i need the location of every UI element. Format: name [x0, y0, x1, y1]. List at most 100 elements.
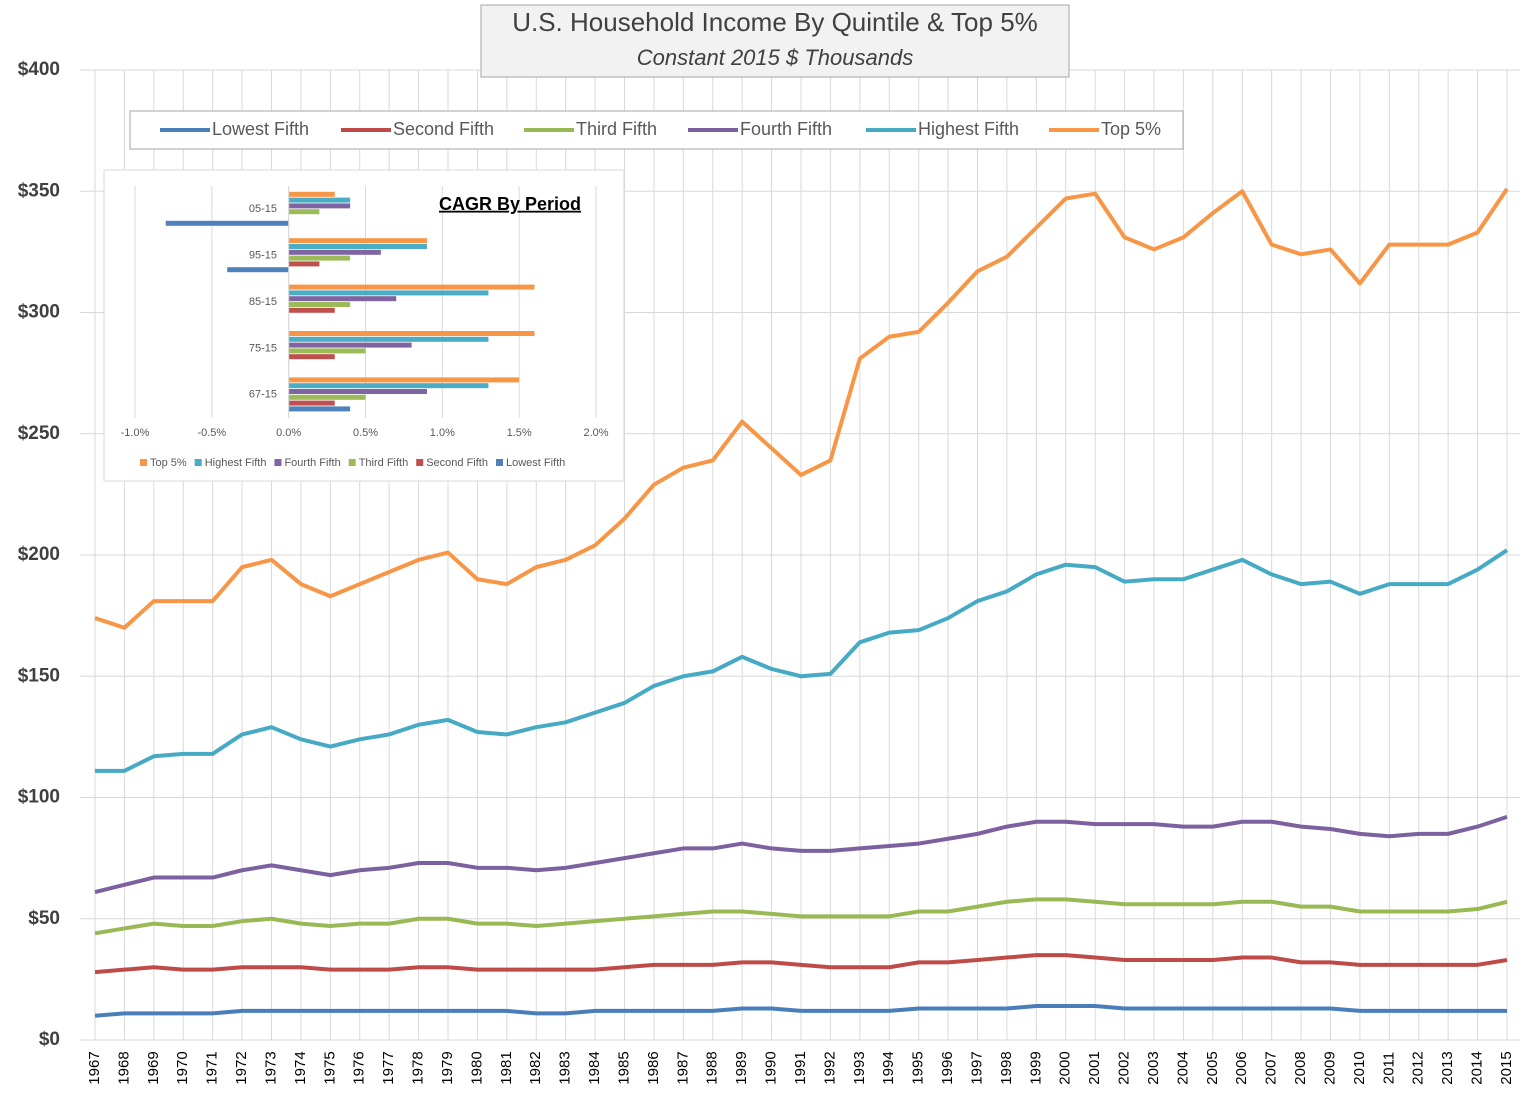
- x-tick-label: 2005: [1204, 1051, 1221, 1084]
- x-tick-label: 2008: [1292, 1051, 1309, 1084]
- y-tick-label: 05-15: [249, 203, 277, 215]
- x-tick-label: 2009: [1321, 1051, 1338, 1084]
- x-tick-label: 1988: [704, 1051, 721, 1084]
- bar: [288, 400, 335, 406]
- x-tick-label: 0.0%: [276, 427, 301, 439]
- y-tick-label: $300: [18, 302, 60, 323]
- bar: [288, 244, 427, 249]
- x-tick-label: 2010: [1351, 1051, 1368, 1084]
- x-tick-label: 1984: [586, 1051, 603, 1084]
- bar: [288, 302, 351, 307]
- x-tick-label: 1973: [262, 1051, 279, 1084]
- legend-label: Second Fifth: [393, 119, 494, 139]
- x-tick-label: 1971: [204, 1051, 221, 1084]
- x-tick-label: 1976: [351, 1051, 368, 1084]
- x-tick-label: 1970: [174, 1051, 191, 1084]
- y-tick-label: $350: [18, 180, 60, 201]
- legend-label: Second Fifth: [426, 457, 488, 469]
- x-tick-label: 1975: [321, 1051, 338, 1084]
- legend-label: Top 5%: [150, 457, 187, 469]
- x-tick-label: 1983: [557, 1051, 574, 1084]
- y-tick-label: $0: [39, 1029, 60, 1050]
- chart-title: U.S. Household Income By Quintile & Top …: [512, 7, 1038, 37]
- legend-swatch: [194, 459, 202, 466]
- x-tick-label: 1985: [615, 1051, 632, 1084]
- bar: [288, 191, 335, 197]
- legend-label: Third Fifth: [576, 119, 657, 139]
- x-tick-label: 1990: [763, 1051, 780, 1084]
- bar: [165, 220, 289, 226]
- bar: [288, 284, 535, 290]
- legend-swatch: [140, 459, 147, 466]
- bar: [288, 377, 520, 383]
- x-tick-label: 2003: [1145, 1051, 1162, 1084]
- bar: [288, 290, 489, 296]
- legend-label: Lowest Fifth: [212, 119, 309, 139]
- x-tick-label: 2006: [1233, 1051, 1250, 1084]
- series-line: [95, 548, 1509, 773]
- bar: [288, 209, 320, 215]
- chart-subtitle: Constant 2015 $ Thousands: [637, 45, 913, 70]
- main-chart: 1967 1968 1969 1970 1971 1972 1973 1974 1975 1976…: [18, 59, 1520, 1085]
- x-tick-label: 2004: [1174, 1051, 1191, 1084]
- x-tick-label: 1974: [292, 1051, 309, 1084]
- x-tick-label: 1969: [145, 1051, 162, 1084]
- x-tick-label: 1972: [233, 1051, 250, 1084]
- bar: [288, 336, 489, 342]
- x-tick-label: 1987: [674, 1051, 691, 1084]
- series-line: [94, 897, 1508, 936]
- y-tick-label: 75-15: [249, 342, 277, 354]
- x-tick-label: 1989: [733, 1051, 750, 1084]
- x-tick-label: 2.0%: [583, 427, 608, 439]
- x-tick-label: 1993: [851, 1051, 868, 1084]
- y-tick-label: $200: [18, 544, 60, 565]
- bar: [288, 249, 381, 255]
- x-tick-label: 1.0%: [430, 427, 455, 439]
- x-tick-label: 1968: [115, 1051, 132, 1084]
- x-tick-label: 1997: [968, 1051, 985, 1084]
- x-tick-label: 1986: [645, 1051, 662, 1084]
- bar: [288, 331, 535, 336]
- x-tick-label: 0.5%: [353, 427, 378, 439]
- x-tick-label: 1978: [410, 1051, 427, 1084]
- y-tick-label: $250: [18, 423, 60, 444]
- bar: [288, 348, 366, 354]
- y-tick-label: 95-15: [249, 250, 277, 262]
- inset-title: CAGR By Period: [439, 194, 581, 214]
- title-box: [480, 4, 1070, 78]
- bar: [288, 197, 351, 203]
- x-tick-label: 1995: [910, 1051, 927, 1084]
- bar: [288, 406, 351, 412]
- bar: [227, 267, 289, 273]
- x-tick-label: 1994: [880, 1051, 897, 1084]
- y-tick-label: $50: [28, 908, 60, 929]
- legend-swatch: [348, 459, 356, 466]
- x-tick-label: 1996: [939, 1051, 956, 1084]
- x-tick-label: 1980: [468, 1051, 485, 1084]
- legend-swatch: [416, 459, 424, 466]
- x-tick-label: 1991: [792, 1051, 809, 1084]
- legend-box: [129, 110, 1184, 150]
- legend-label: Third Fifth: [359, 457, 409, 469]
- x-tick-label: 1.5%: [507, 427, 532, 439]
- series-line: [94, 187, 1509, 630]
- x-tick-label: 1967: [86, 1051, 103, 1084]
- x-tick-label: 2011: [1380, 1052, 1397, 1084]
- x-tick-label: 2000: [1057, 1051, 1074, 1084]
- legend-label: Lowest Fifth: [506, 457, 565, 469]
- x-tick-label: 1977: [380, 1051, 397, 1084]
- bar: [288, 383, 489, 389]
- bar: [288, 296, 397, 302]
- x-tick-label: 2012: [1410, 1051, 1427, 1084]
- bar: [288, 255, 351, 261]
- legend-swatch: [274, 459, 282, 466]
- bar: [288, 261, 320, 267]
- bar: [288, 238, 427, 244]
- y-tick-label: $400: [18, 59, 60, 80]
- series-line: [94, 1004, 1507, 1018]
- x-tick-label: 2015: [1498, 1051, 1515, 1084]
- x-tick-label: 1999: [1027, 1051, 1044, 1084]
- legend-label: Highest Fifth: [918, 119, 1019, 139]
- series-line: [94, 815, 1508, 895]
